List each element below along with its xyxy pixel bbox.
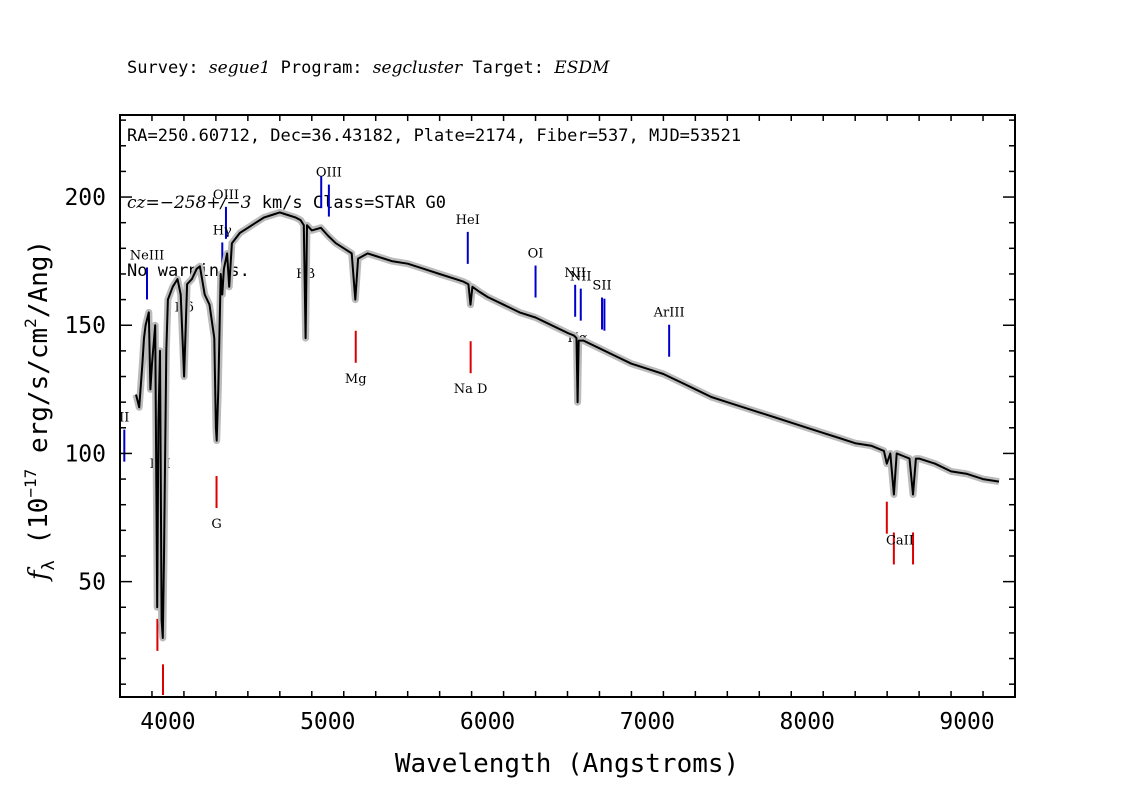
spectral-line-label: II [119,411,129,426]
cz-label: cz= [127,193,160,213]
y-axis-title: fλ (10−17 erg/s/cm2/Ang) [21,240,59,582]
plot-frame [119,114,1016,698]
spectral-line-label: HeI [456,213,480,228]
spectral-line-label: NeIII [130,248,164,263]
spectral-line-label: Hγ [213,223,232,238]
spectral-line-label: ArIII [653,306,685,321]
spectral-line-label: CaII [886,534,914,549]
cz-value: −258+/−3 [159,193,252,213]
target-label: Target: [472,58,545,78]
y-tick-label: 150 [64,313,106,339]
spectrum-series-layer [135,211,1000,639]
tick-labels: 4000 5000 6000 7000 8000 9000 50 100 150 200 [64,185,994,735]
x-axis-title: Wavelength (Angstroms) [395,749,739,779]
spectral-line-label: OIII [316,166,342,181]
header-survey-line: Survey: segue1 Program: segcluster Targe… [127,57,741,80]
x-tick-label: 6000 [460,709,515,735]
x-tick-label: 4000 [140,709,195,735]
spectral-line-label: NII [570,270,592,285]
x-tick-label: 9000 [939,709,994,735]
x-tick-label: 8000 [780,709,835,735]
spectral-line-label: OI [528,247,544,262]
spectral-line-label: OIII [213,188,239,203]
target-value: ESDM [554,58,610,78]
header-redshift-line: cz=−258+/−3 km/s Class=STAR G0 [127,192,741,215]
header-coordinates-line: RA=250.60712, Dec=36.43182, Plate=2174, … [127,125,742,146]
line-marker-layer: HαHβHγHδOIIIOIIINeIIIIIHeIOINIINIISIIArI… [119,166,915,695]
spectral-line-label: Na D [454,382,488,397]
spectral-line-label: Mg [345,372,367,387]
program-label: Program: [280,58,363,78]
axis-ticks [119,115,1016,697]
survey-value: segue1 [208,58,271,78]
program-value: segcluster [372,58,463,78]
x-tick-label: 5000 [300,709,355,735]
spectral-line-label: SII [592,279,611,294]
cz-rest: km/s Class=STAR G0 [251,193,446,213]
y-tick-label: 200 [64,185,106,211]
spectrum-line [135,211,1000,639]
y-tick-label: 50 [78,570,106,596]
spectrum-header: Survey: segue1 Program: segcluster Targe… [127,12,741,305]
y-tick-label: 100 [64,441,106,467]
spectral-line-label: NII [564,266,586,281]
spectral-line-label: G [211,517,221,532]
x-tick-label: 7000 [620,709,675,735]
survey-label: Survey: [127,58,199,78]
